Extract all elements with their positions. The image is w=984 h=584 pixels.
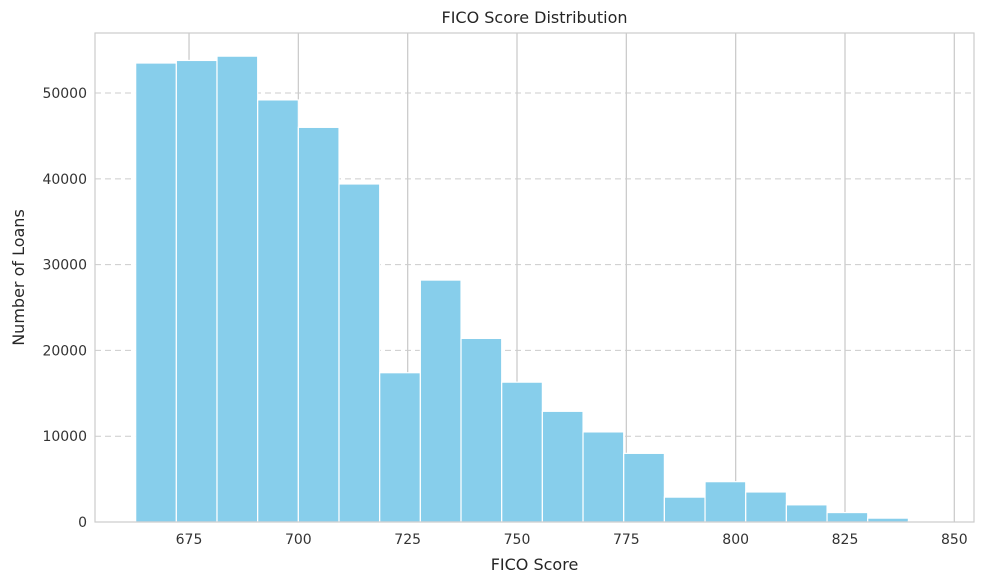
x-tick-label: 725	[394, 532, 421, 548]
histogram-bars	[135, 55, 950, 523]
histogram-bar	[541, 410, 584, 523]
x-tick-label: 700	[285, 532, 312, 548]
x-tick-label: 775	[613, 532, 640, 548]
x-tick-label: 675	[176, 532, 203, 548]
y-tick-labels: 0 10000 20000 30000 40000 50000	[42, 86, 87, 531]
histogram-bar	[257, 99, 299, 523]
histogram-bar	[785, 504, 828, 523]
histogram-bar	[460, 337, 503, 523]
histogram-bar	[135, 62, 177, 523]
x-tick-label: 800	[722, 532, 749, 548]
x-tick-label: 750	[504, 532, 531, 548]
histogram-bar	[501, 381, 543, 523]
x-tick-label: 825	[832, 532, 859, 548]
histogram-bar	[582, 431, 625, 523]
y-tick-label: 10000	[42, 429, 87, 445]
y-tick-label: 50000	[42, 86, 87, 102]
histogram-bar	[175, 59, 218, 523]
y-tick-label: 30000	[42, 258, 87, 274]
y-tick-label: 20000	[42, 343, 87, 359]
histogram-bar	[623, 452, 665, 523]
histogram-bar	[419, 279, 462, 523]
plot-frame	[94, 32, 975, 523]
y-tick-label: 0	[78, 515, 87, 531]
histogram-bar	[745, 491, 787, 523]
histogram-bar	[663, 496, 706, 523]
histogram-bar	[826, 511, 869, 523]
chart-title: FICO Score Distribution	[441, 8, 627, 27]
histogram-bar	[379, 372, 421, 523]
x-tick-labels: 675 700 725 750 775 800 825 850	[176, 532, 968, 548]
histogram-bar	[216, 55, 259, 523]
y-tick-label: 40000	[42, 172, 87, 188]
y-axis-title: Number of Loans	[9, 209, 28, 346]
histogram-bar	[297, 126, 340, 523]
histogram-bar	[338, 183, 381, 523]
x-tick-label: 850	[941, 532, 968, 548]
x-axis-title: FICO Score	[491, 555, 579, 574]
histogram-bar	[704, 481, 747, 523]
